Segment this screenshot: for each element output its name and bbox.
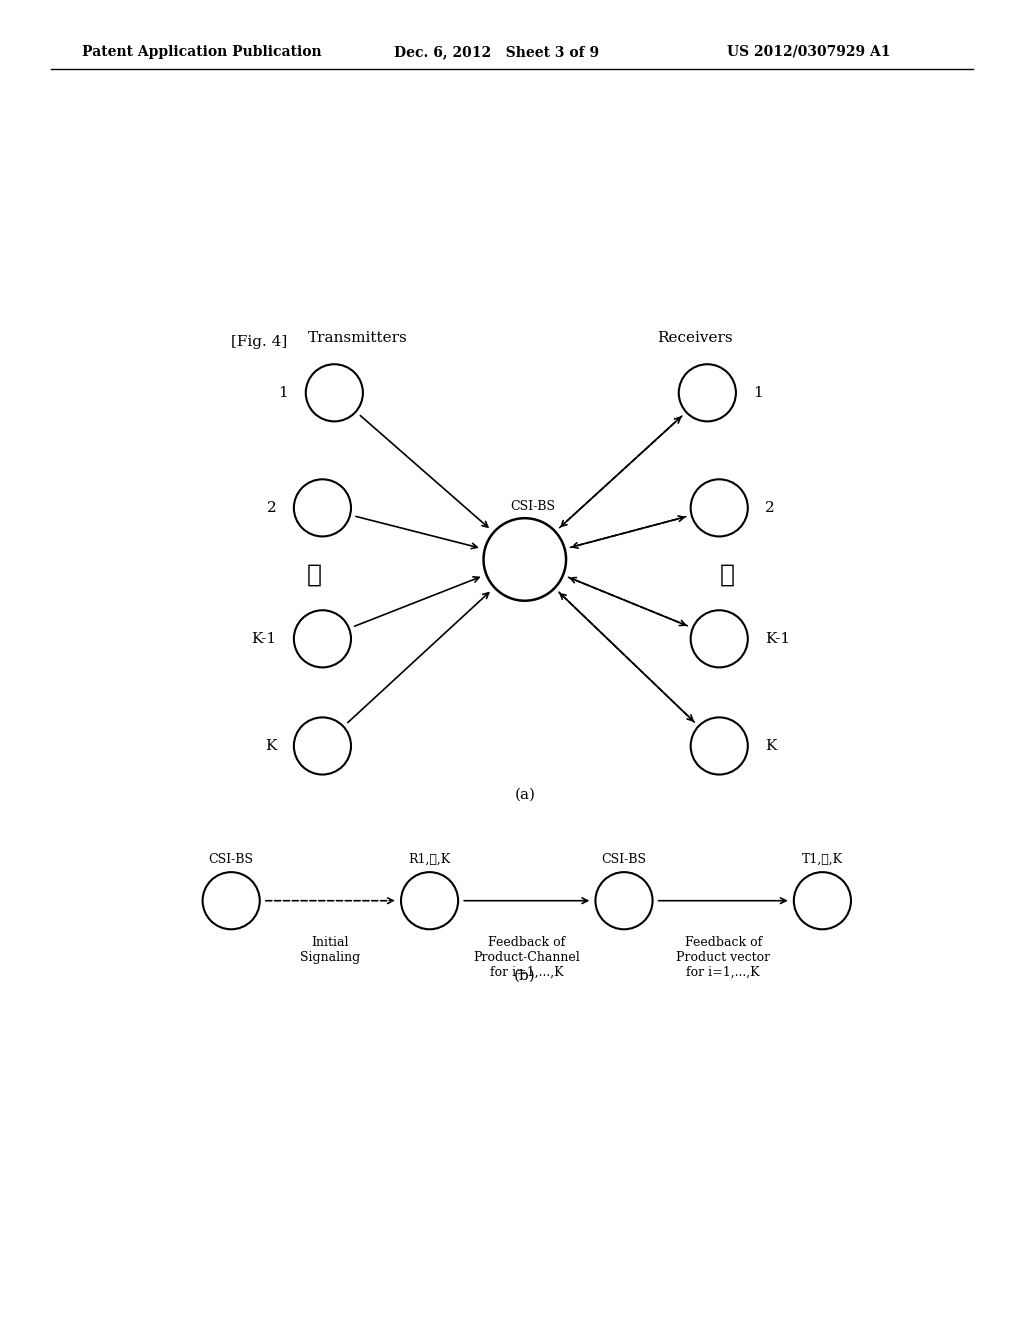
- Text: K: K: [265, 739, 276, 752]
- Text: (b): (b): [514, 969, 536, 982]
- Text: ⋮: ⋮: [720, 564, 734, 587]
- Text: Dec. 6, 2012   Sheet 3 of 9: Dec. 6, 2012 Sheet 3 of 9: [394, 45, 599, 59]
- Text: 2: 2: [765, 500, 775, 515]
- Text: 1: 1: [279, 385, 289, 400]
- Text: Patent Application Publication: Patent Application Publication: [82, 45, 322, 59]
- Text: 2: 2: [266, 500, 276, 515]
- Text: CSI-BS: CSI-BS: [510, 500, 555, 512]
- Text: ⋮: ⋮: [307, 564, 322, 587]
- Text: K-1: K-1: [251, 632, 276, 645]
- Text: Feedback of
Product-Channel
for i=1,...,K: Feedback of Product-Channel for i=1,...,…: [473, 936, 581, 978]
- Text: (a): (a): [514, 788, 536, 801]
- Text: 1: 1: [754, 385, 763, 400]
- Text: Feedback of
Product vector
for i=1,...,K: Feedback of Product vector for i=1,...,K: [676, 936, 770, 978]
- Text: K-1: K-1: [765, 632, 791, 645]
- Text: T1,⋯,K: T1,⋯,K: [802, 853, 843, 866]
- Text: R1,⋯,K: R1,⋯,K: [409, 853, 451, 866]
- Text: Initial
Signaling: Initial Signaling: [300, 936, 360, 964]
- Text: K: K: [765, 739, 776, 752]
- Text: Receivers: Receivers: [657, 331, 733, 346]
- Text: US 2012/0307929 A1: US 2012/0307929 A1: [727, 45, 891, 59]
- Text: [Fig. 4]: [Fig. 4]: [231, 335, 288, 348]
- Text: CSI-BS: CSI-BS: [601, 853, 646, 866]
- Text: Transmitters: Transmitters: [308, 331, 408, 346]
- Text: CSI-BS: CSI-BS: [209, 853, 254, 866]
